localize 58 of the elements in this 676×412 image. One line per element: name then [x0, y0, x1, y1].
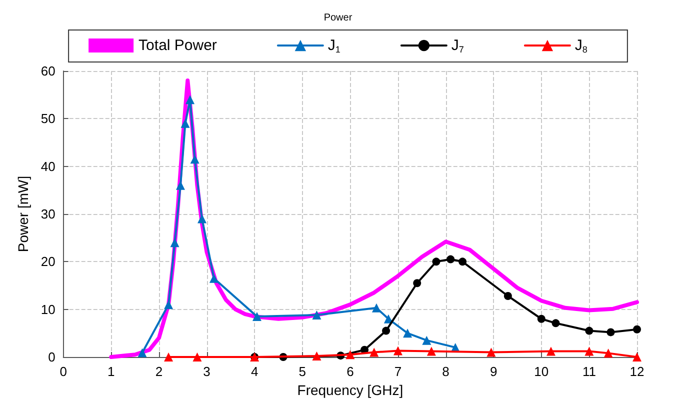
- point: [446, 255, 455, 264]
- point: [252, 312, 262, 321]
- x-tick-label: 12: [630, 364, 644, 379]
- point: [432, 258, 440, 266]
- y-tick-label: 60: [40, 64, 56, 78]
- point: [458, 258, 467, 266]
- point: [312, 310, 322, 320]
- x-tick-label: 4: [250, 364, 258, 379]
- point: [604, 348, 613, 358]
- legend-label: Total Power: [138, 37, 217, 54]
- point: [180, 118, 190, 128]
- y-tick-label: 50: [40, 111, 56, 126]
- point: [393, 346, 402, 356]
- point: [197, 214, 206, 224]
- point: [192, 352, 202, 362]
- point: [633, 325, 641, 334]
- point: [606, 328, 615, 336]
- y-tick-label: 20: [40, 254, 56, 270]
- x-axis-title: Frequency [GHz]: [297, 382, 404, 398]
- x-tick-label: 1: [108, 364, 115, 379]
- point: [164, 300, 174, 310]
- x-tick-label: 3: [203, 364, 210, 379]
- x-tick-label: 11: [582, 364, 596, 379]
- point: [170, 238, 180, 248]
- x-tick-label: 8: [442, 364, 450, 379]
- chart-title: Power: [324, 12, 353, 24]
- x-tick-label: 10: [534, 364, 549, 379]
- point: [552, 319, 560, 328]
- x-tick-label: 5: [298, 364, 306, 379]
- point: [138, 348, 147, 358]
- y-tick-label: 40: [40, 158, 56, 174]
- x-tick-label: 6: [346, 364, 354, 379]
- y-axis-title: Power [mW]: [15, 176, 31, 252]
- point: [382, 326, 390, 335]
- point: [164, 352, 174, 362]
- y-tick-label: 10: [40, 302, 56, 317]
- point: [370, 348, 379, 357]
- y-tick-label: 0: [48, 350, 56, 364]
- point: [585, 326, 594, 335]
- point: [422, 336, 432, 345]
- point: [186, 95, 195, 104]
- point: [486, 348, 496, 357]
- x-tick-label: 7: [394, 364, 402, 379]
- point: [546, 346, 556, 356]
- point: [413, 279, 422, 288]
- point: [426, 346, 436, 356]
- point: [209, 274, 218, 283]
- point: [312, 352, 322, 361]
- x-tick-label: 0: [60, 364, 67, 379]
- point: [584, 346, 594, 356]
- x-tick-label: 9: [490, 364, 498, 379]
- y-tick-label: 30: [40, 206, 56, 222]
- point: [537, 314, 546, 323]
- point: [403, 328, 412, 338]
- point: [346, 350, 355, 360]
- point: [504, 292, 512, 300]
- point: [372, 303, 381, 312]
- x-tick-label: 2: [155, 364, 163, 379]
